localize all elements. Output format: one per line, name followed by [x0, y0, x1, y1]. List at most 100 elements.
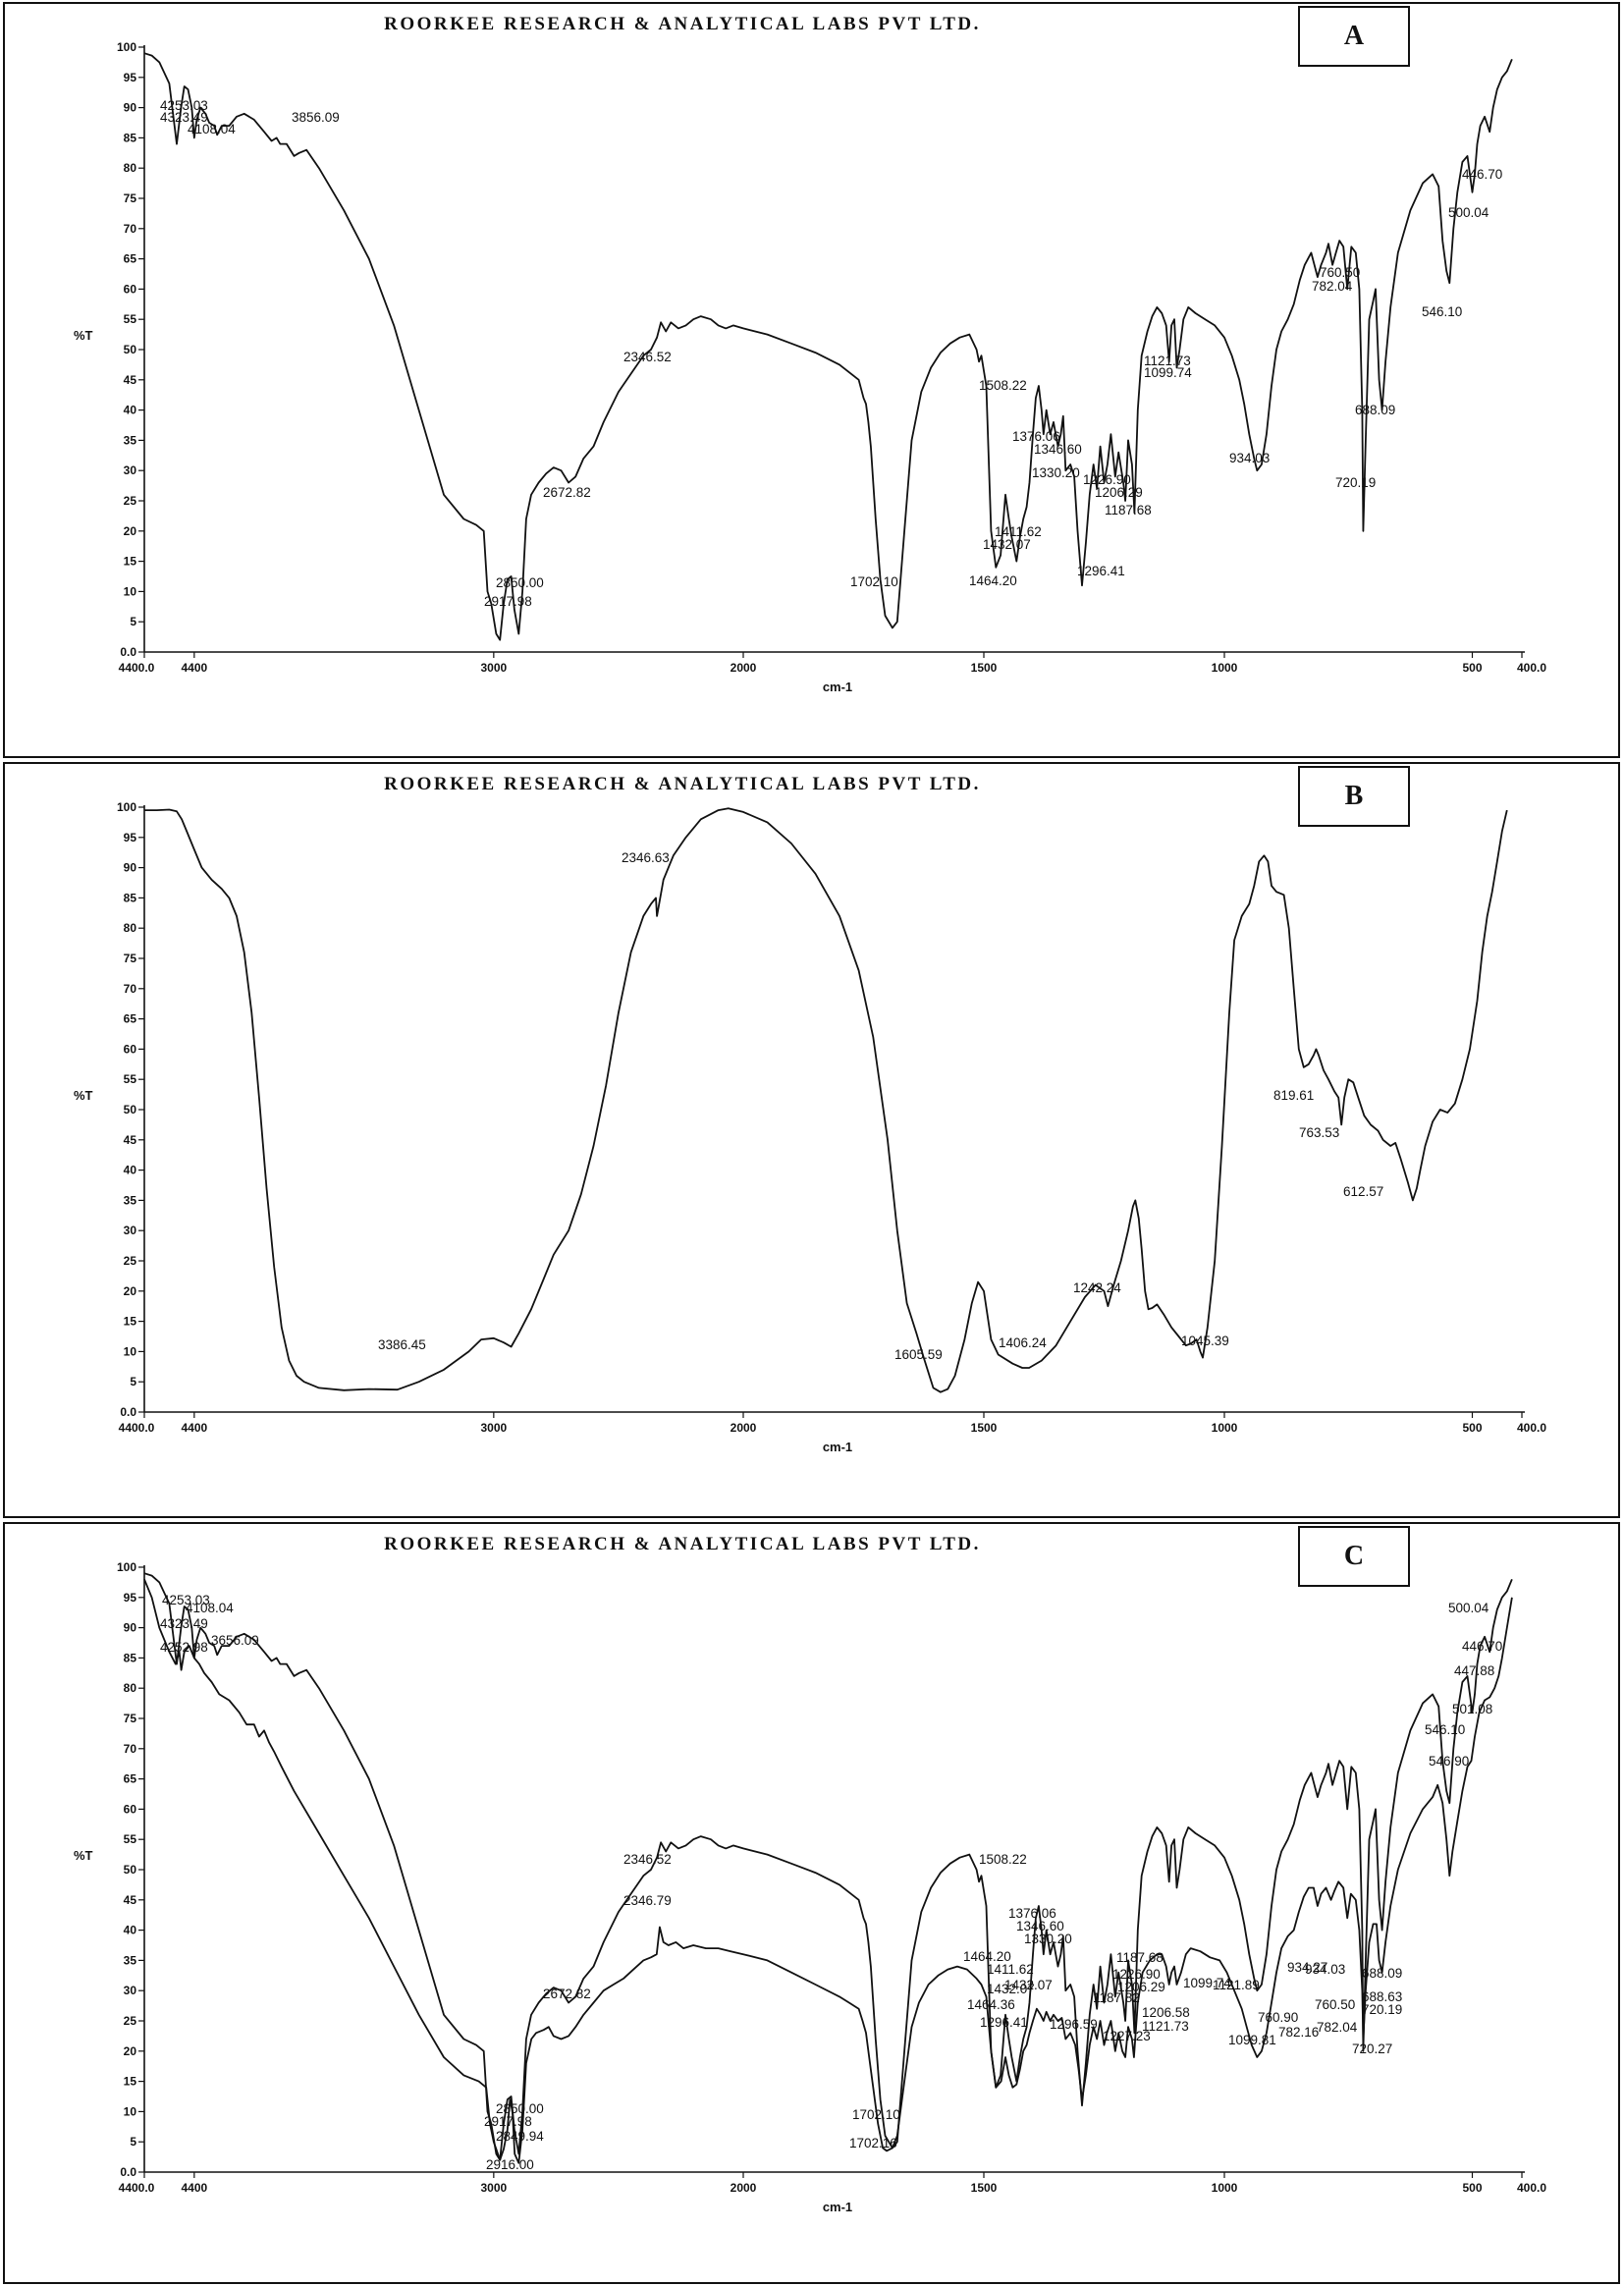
spectrum-panel-a: ROORKEE RESEARCH & ANALYTICAL LABS PVT L…	[3, 2, 1620, 758]
peak-label: 1121.89	[1213, 1978, 1260, 1992]
spectrum-line-2	[143, 1578, 1513, 2164]
peak-label: 4108.04	[188, 122, 236, 136]
peak-label: 760.50	[1315, 1997, 1355, 2012]
peak-label: 4108.04	[186, 1601, 234, 1615]
y-tick-label: 0.0	[120, 2165, 136, 2179]
peak-label: 4252.98	[160, 1640, 208, 1655]
peak-label: 2672.82	[543, 485, 591, 500]
y-tick-label: 30	[124, 463, 137, 477]
peak-label: 3386.45	[378, 1337, 426, 1352]
peak-label: 760.50	[1320, 265, 1360, 280]
y-tick-label: 40	[124, 1164, 137, 1177]
peak-label: 1605.59	[894, 1347, 943, 1362]
peak-label: 1206.29	[1095, 485, 1143, 500]
peak-label: 2917.98	[484, 594, 532, 609]
x-tick-label: 500	[1462, 661, 1482, 675]
peak-label: 2850.00	[496, 2101, 544, 2116]
peak-label: 1464.20	[963, 1949, 1011, 1964]
x-tick-label: 3000	[480, 1421, 507, 1435]
x-axis-label: cm-1	[823, 2200, 852, 2214]
x-tick-label: 500	[1462, 1421, 1482, 1435]
peak-label: 1206.58	[1142, 2005, 1190, 2020]
y-tick-label: 35	[124, 1193, 137, 1207]
peak-label: 446.70	[1462, 1639, 1502, 1654]
x-axis-label: cm-1	[823, 680, 852, 694]
y-tick-label: 100	[117, 1560, 136, 1574]
ir-spectrum-chart-a: 100 95 90 85 80 75 70 65 60 55 50 45 40 35 30 25 20 15 10 5…	[74, 40, 1546, 694]
peak-label: 1406.24	[999, 1335, 1047, 1350]
peak-label: 1099.81	[1228, 2033, 1276, 2047]
peak-label: 1296.41	[1077, 564, 1125, 578]
peak-label: 1242.24	[1073, 1280, 1121, 1295]
x-tick-label: 3000	[480, 2181, 507, 2195]
x-tick-label: 400.0	[1517, 661, 1546, 675]
y-tick-label: 15	[124, 555, 137, 569]
x-tick-label: 4400.0	[119, 661, 155, 675]
y-tick-label: 45	[124, 1133, 137, 1147]
y-tick-label: 65	[124, 252, 137, 266]
y-tick-label: 30	[124, 1984, 137, 1997]
x-tick-label: 500	[1462, 2181, 1482, 2195]
company-header: ROORKEE RESEARCH & ANALYTICAL LABS PVT L…	[384, 774, 981, 794]
peak-label: 1464.36	[967, 1997, 1015, 2012]
peak-label: 934.03	[1305, 1962, 1345, 1977]
y-tick-label: 10	[124, 584, 137, 598]
y-tick-label: 25	[124, 1254, 137, 1268]
peak-label: 1330.20	[1032, 465, 1080, 480]
x-tick-label: 2000	[731, 2181, 757, 2195]
y-tick-label: 85	[124, 891, 137, 904]
y-tick-label: 100	[117, 800, 136, 814]
peak-label: 782.16	[1278, 2025, 1319, 2040]
y-tick-label: 50	[124, 1103, 137, 1116]
y-axis-label: %T	[74, 328, 93, 343]
peak-label: 1227.23	[1103, 2029, 1151, 2043]
x-tick-label: 4400	[181, 1421, 207, 1435]
peak-label: 2346.52	[623, 1852, 672, 1867]
peak-label: 1121.73	[1144, 354, 1191, 368]
peak-label: 2917.98	[484, 2114, 532, 2129]
peak-label: 3856.09	[292, 110, 340, 125]
peak-label: 782.04	[1317, 2020, 1358, 2035]
spectrum-line-1	[143, 52, 1513, 641]
y-tick-label: 55	[124, 312, 137, 326]
peak-label: 1432.07	[987, 1982, 1035, 1996]
peak-label: 1702.16	[849, 2136, 897, 2150]
peak-label: 1411.62	[987, 1962, 1034, 1977]
y-tick-label: 75	[124, 952, 137, 965]
x-tick-label: 4400.0	[119, 2181, 155, 2195]
y-tick-label: 95	[124, 1591, 137, 1605]
y-tick-label: 70	[124, 982, 137, 996]
peak-label: 4253.03	[162, 1593, 210, 1607]
y-tick-label: 60	[124, 1802, 137, 1816]
x-tick-label: 4400	[181, 661, 207, 675]
y-tick-label: 55	[124, 1832, 137, 1846]
peak-label: 1099.74	[1144, 365, 1192, 380]
peak-label: 720.19	[1335, 475, 1376, 490]
peak-label: 4323.49	[160, 110, 208, 125]
peak-label: 1376.06	[1012, 429, 1060, 444]
peak-label: 1296.41	[980, 2015, 1028, 2030]
peak-label: 763.53	[1299, 1125, 1339, 1140]
peak-label: 3656.09	[211, 1633, 259, 1648]
y-tick-label: 55	[124, 1072, 137, 1086]
x-tick-label: 1000	[1212, 661, 1238, 675]
x-tick-label: 4400.0	[119, 1421, 155, 1435]
x-tick-label: 400.0	[1517, 1421, 1546, 1435]
peak-label: 1508.22	[979, 1852, 1027, 1867]
y-tick-label: 50	[124, 343, 137, 356]
y-tick-label: 35	[124, 433, 137, 447]
y-tick-label: 5	[130, 1375, 136, 1388]
y-tick-label: 90	[124, 861, 137, 875]
x-tick-label: 400.0	[1517, 2181, 1546, 2195]
peak-label: 1432.07	[983, 537, 1031, 552]
peak-label: 2850.00	[496, 575, 544, 590]
peak-label: 1187.68	[1116, 1950, 1164, 1965]
peak-label: 501.08	[1452, 1702, 1492, 1716]
peak-label: 2672.82	[543, 1987, 591, 2001]
peak-label: 688.09	[1355, 403, 1395, 417]
y-tick-label: 60	[124, 1042, 137, 1056]
peak-label: 2346.52	[623, 350, 672, 364]
peak-label: 4323.49	[160, 1616, 208, 1631]
peak-label: 819.61	[1273, 1088, 1314, 1103]
x-axis-label: cm-1	[823, 1440, 852, 1454]
